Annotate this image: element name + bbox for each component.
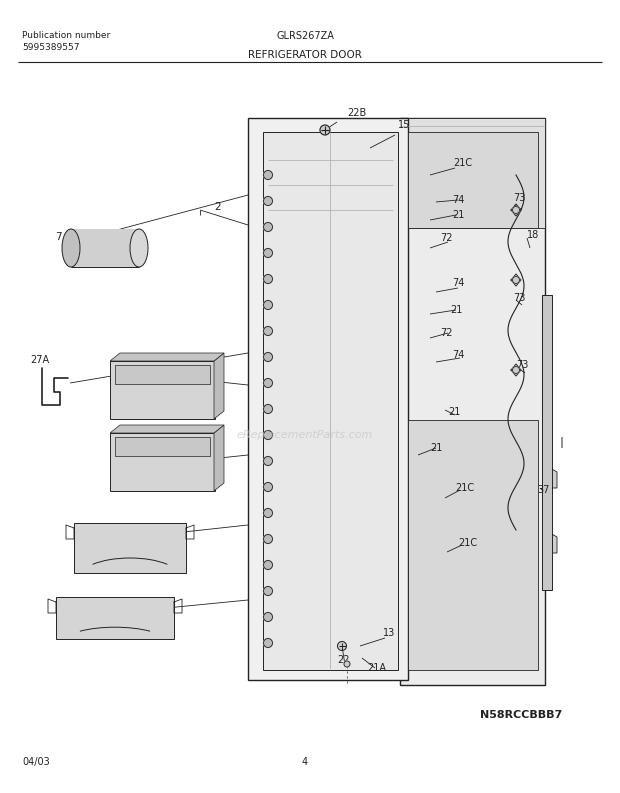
Bar <box>408 132 538 228</box>
Text: 4: 4 <box>72 600 78 610</box>
Text: 74: 74 <box>452 350 464 360</box>
Polygon shape <box>214 425 224 491</box>
Text: 5995389557: 5995389557 <box>22 43 79 52</box>
Circle shape <box>264 197 273 205</box>
Circle shape <box>513 366 520 374</box>
Bar <box>56 597 174 639</box>
Circle shape <box>264 534 273 543</box>
Text: 22B: 22B <box>347 108 366 118</box>
Text: eReplacementParts.com: eReplacementParts.com <box>237 430 373 440</box>
Text: 37: 37 <box>537 485 549 495</box>
Bar <box>71 229 139 267</box>
Text: 21C: 21C <box>453 158 472 168</box>
Ellipse shape <box>62 229 80 267</box>
Circle shape <box>264 587 273 596</box>
Text: GLRS267ZA: GLRS267ZA <box>276 31 334 41</box>
Text: N58RCCBBB7: N58RCCBBB7 <box>480 710 562 720</box>
Text: 49: 49 <box>113 363 126 373</box>
Circle shape <box>264 353 273 362</box>
Circle shape <box>264 170 273 179</box>
Text: 7: 7 <box>55 232 61 242</box>
Text: 72: 72 <box>440 233 453 243</box>
Circle shape <box>337 642 347 650</box>
Text: 04/03: 04/03 <box>22 757 50 767</box>
Circle shape <box>264 378 273 388</box>
Polygon shape <box>110 353 224 361</box>
Circle shape <box>264 431 273 439</box>
Bar <box>400 118 545 685</box>
Circle shape <box>264 561 273 569</box>
Text: 21C: 21C <box>458 538 477 548</box>
Polygon shape <box>214 353 224 419</box>
Text: 21: 21 <box>452 210 464 220</box>
Bar <box>115 365 210 384</box>
Circle shape <box>264 301 273 309</box>
Text: 15: 15 <box>398 120 410 130</box>
Circle shape <box>264 482 273 492</box>
Polygon shape <box>110 425 224 433</box>
Ellipse shape <box>130 229 148 267</box>
Bar <box>542 295 552 590</box>
Text: 13: 13 <box>383 628 396 638</box>
Circle shape <box>264 327 273 335</box>
Circle shape <box>320 125 330 135</box>
Bar <box>400 118 545 228</box>
Text: REFRIGERATOR DOOR: REFRIGERATOR DOOR <box>248 50 362 60</box>
Circle shape <box>344 661 350 667</box>
Text: 74: 74 <box>452 278 464 288</box>
Text: 4: 4 <box>302 757 308 767</box>
Circle shape <box>264 248 273 258</box>
Polygon shape <box>545 465 557 488</box>
Text: 49: 49 <box>113 438 126 448</box>
Text: 4: 4 <box>87 525 94 535</box>
Text: 73: 73 <box>513 193 525 203</box>
Circle shape <box>264 508 273 518</box>
Circle shape <box>264 457 273 465</box>
Text: 74: 74 <box>452 195 464 205</box>
Text: 18: 18 <box>527 230 539 240</box>
Text: 21: 21 <box>450 305 463 315</box>
Circle shape <box>513 277 520 284</box>
Text: 21C: 21C <box>455 483 474 493</box>
Bar <box>408 420 538 670</box>
Circle shape <box>513 206 520 213</box>
Bar <box>110 433 215 491</box>
Bar <box>74 523 186 573</box>
Text: 27A: 27A <box>30 355 49 365</box>
Bar <box>248 118 408 680</box>
Text: 21A: 21A <box>367 663 386 673</box>
Text: 72: 72 <box>440 328 453 338</box>
Bar <box>115 437 210 456</box>
Circle shape <box>264 612 273 622</box>
Text: 2: 2 <box>215 202 221 212</box>
Text: 73: 73 <box>516 360 528 370</box>
Text: 21: 21 <box>430 443 443 453</box>
Text: Publication number: Publication number <box>22 32 110 40</box>
Circle shape <box>264 274 273 284</box>
Polygon shape <box>545 530 557 553</box>
Circle shape <box>264 638 273 648</box>
Bar <box>263 132 398 670</box>
Circle shape <box>264 223 273 232</box>
Text: 22: 22 <box>337 655 350 665</box>
Text: 21: 21 <box>448 407 461 417</box>
Bar <box>110 361 215 419</box>
Text: 73: 73 <box>513 293 525 303</box>
Circle shape <box>264 404 273 413</box>
